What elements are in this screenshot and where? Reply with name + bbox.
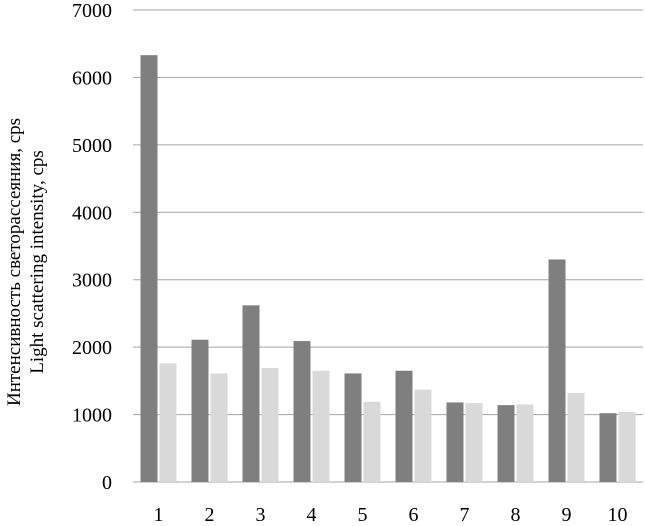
x-tick-labels: 1 2 3 4 5 6 7 8 9 10 [154,504,628,526]
bar-series-1 [446,402,464,482]
bar-series-1 [395,370,413,482]
bar-series-1 [497,405,515,482]
y-tick-label: 7000 [72,0,112,22]
y-axis-title-line-2: Light scattering intensity, cps [27,150,48,374]
bar-series-2 [618,411,636,482]
y-tick-label: 1000 [72,405,112,427]
x-tick-label: 9 [562,504,572,526]
x-tick-label: 6 [409,504,419,526]
bar-series-2 [516,404,534,482]
y-axis-title-line-1: Интенсивность светорассеяния, cps [4,118,25,406]
bar-series-1 [599,413,617,482]
bar-series-2 [414,389,432,482]
y-tick-label: 6000 [72,67,112,89]
y-tick-labels: 0 1000 2000 3000 4000 5000 6000 7000 [72,0,112,494]
y-axis-title: Интенсивность светорассеяния, cps Light … [4,118,48,406]
y-tick-label: 0 [102,472,112,494]
bar-series-2 [465,403,483,482]
bar-series-2 [261,368,279,482]
x-tick-label: 5 [358,504,368,526]
bar-series-2 [210,373,228,482]
x-tick-label: 8 [511,504,521,526]
y-tick-label: 2000 [72,337,112,359]
y-tick-label: 3000 [72,270,112,292]
x-tick-label: 4 [307,504,317,526]
bar-series-2 [159,363,177,482]
bar-series-2 [312,370,330,482]
bar-series-1 [242,305,260,482]
bar-series-1 [140,55,158,482]
x-tick-label: 2 [205,504,215,526]
bar-series-1 [344,373,362,482]
bars [140,55,636,482]
x-tick-label: 1 [154,504,164,526]
x-tick-label: 10 [608,504,628,526]
bar-series-1 [191,339,209,482]
gridlines [133,9,643,483]
bar-series-2 [363,401,381,482]
bar-series-2 [567,392,585,482]
bar-series-1 [548,259,566,482]
y-tick-label: 4000 [72,202,112,224]
x-tick-label: 3 [256,504,266,526]
x-tick-label: 7 [460,504,470,526]
bar-series-1 [293,341,311,482]
y-tick-label: 5000 [72,135,112,157]
